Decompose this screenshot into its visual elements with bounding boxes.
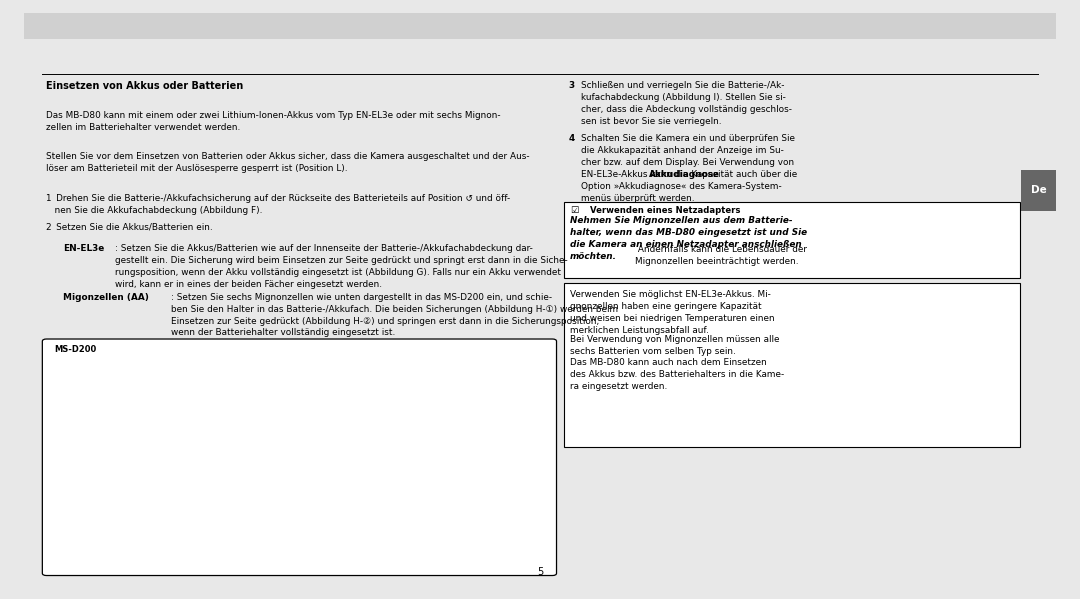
Bar (564, 202, 1021, 278)
Text: Verwenden eines Netzadapters: Verwenden eines Netzadapters (590, 206, 740, 215)
Bar (564, 283, 1021, 447)
Text: 3: 3 (569, 81, 575, 90)
Text: MS-D200: MS-D200 (55, 345, 97, 354)
Text: EN-EL3e: EN-EL3e (63, 244, 105, 253)
Text: Das MB-D80 kann auch nach dem Einsetzen
des Akkus bzw. des Batteriehalters in di: Das MB-D80 kann auch nach dem Einsetzen … (570, 358, 784, 391)
FancyBboxPatch shape (42, 339, 556, 576)
Text: 1 Drehen Sie die Batterie-/Akkufachsicherung auf der Rückseite des Batterieteils: 1 Drehen Sie die Batterie-/Akkufachsiche… (46, 193, 511, 214)
Text: Schalten Sie die Kamera ein und überprüfen Sie
die Akkukapazität anhand der Anze: Schalten Sie die Kamera ein und überprüf… (581, 134, 797, 202)
Text: Stellen Sie vor dem Einsetzen von Batterien oder Akkus sicher, dass die Kamera a: Stellen Sie vor dem Einsetzen von Batter… (46, 152, 530, 173)
Text: Das MB-D80 kann mit einem oder zwei Lithium-Ionen-Akkus vom Typ EN-EL3e oder mit: Das MB-D80 kann mit einem oder zwei Lith… (46, 111, 501, 132)
Text: De: De (1030, 185, 1047, 195)
Bar (24, 13, 1056, 39)
Text: : Setzen Sie sechs Mignonzellen wie unten dargestellt in das MS-D200 ein, und sc: : Setzen Sie sechs Mignonzellen wie unte… (172, 293, 619, 337)
Text: Andernfalls kann die Lebensdauer der
Mignonzellen beeinträchtigt werden.: Andernfalls kann die Lebensdauer der Mig… (635, 245, 807, 266)
Text: : Setzen Sie die Akkus/Batterien wie auf der Innenseite der Batterie-/Akkufachab: : Setzen Sie die Akkus/Batterien wie auf… (114, 244, 567, 289)
Text: Verwenden Sie möglichst EN-EL3e-Akkus. Mi-
gnonzellen haben eine geringere Kapaz: Verwenden Sie möglichst EN-EL3e-Akkus. M… (570, 291, 774, 335)
Text: Schließen und verriegeln Sie die Batterie-/Ak-
kufachabdeckung (Abbildung I). St: Schließen und verriegeln Sie die Batteri… (581, 81, 793, 126)
Text: Akkudiagnose: Akkudiagnose (649, 170, 720, 179)
Bar (1021, 170, 1056, 211)
Text: 2 Setzen Sie die Akkus/Batterien ein.: 2 Setzen Sie die Akkus/Batterien ein. (46, 222, 213, 231)
Text: 5: 5 (537, 567, 543, 577)
Text: ☑: ☑ (570, 205, 579, 214)
Text: Migonzellen (AA): Migonzellen (AA) (63, 293, 149, 302)
Text: Nehmen Sie Mignonzellen aus dem Batterie-
halter, wenn das MB-D80 eingesetzt ist: Nehmen Sie Mignonzellen aus dem Batterie… (570, 216, 807, 261)
Text: Bei Verwendung von Mignonzellen müssen alle
sechs Batterien vom selben Typ sein.: Bei Verwendung von Mignonzellen müssen a… (570, 335, 780, 356)
Text: 4: 4 (569, 134, 576, 143)
Text: Einsetzen von Akkus oder Batterien: Einsetzen von Akkus oder Batterien (46, 81, 244, 91)
